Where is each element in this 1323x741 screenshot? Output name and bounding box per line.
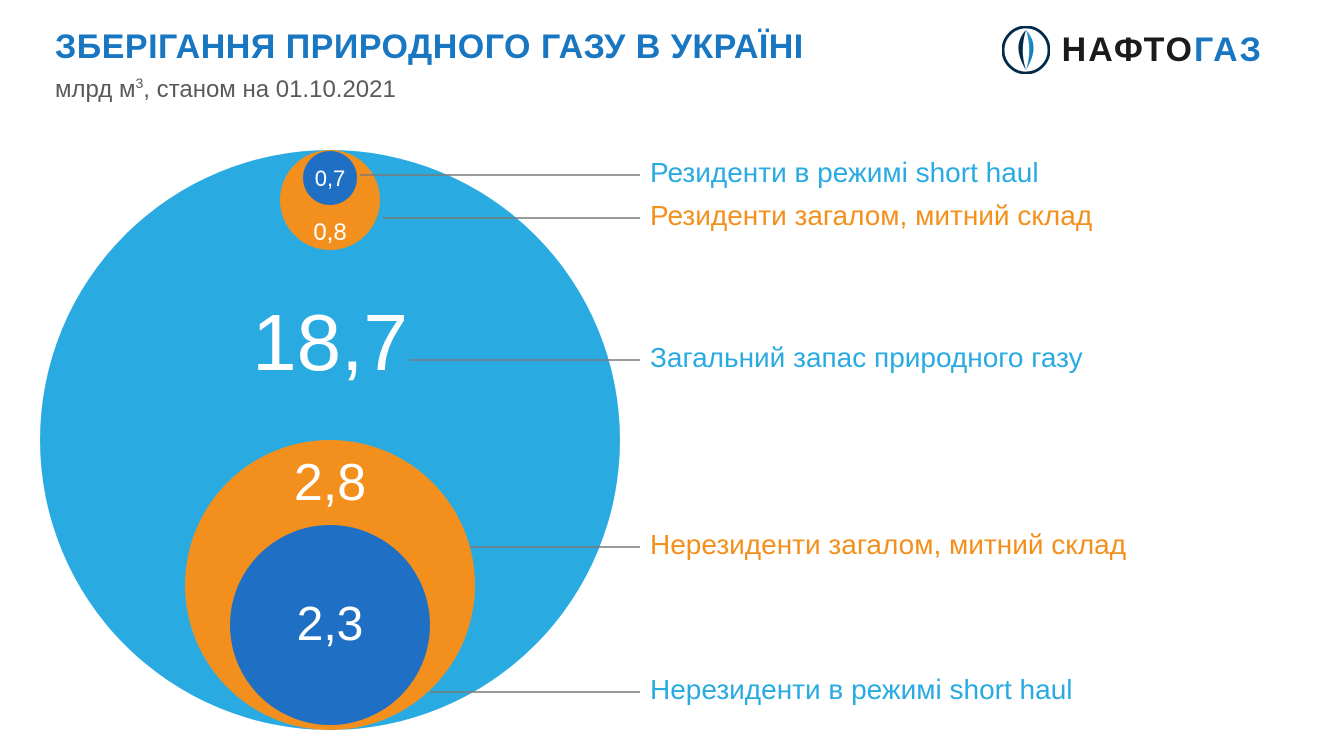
label-bottom_inner: Нерезиденти в режимі short haul [650,674,1073,706]
value-bottom_outer: 2,8 [294,454,366,512]
value-bottom_inner: 2,3 [297,598,364,651]
value-main: 18,7 [252,298,408,387]
infographic-root: ЗБЕРІГАННЯ ПРИРОДНОГО ГАЗУ В УКРАЇНІ млр… [0,0,1323,741]
label-main: Загальний запас природного газу [650,342,1083,374]
label-bottom_outer: Нерезиденти загалом, митний склад [650,529,1126,561]
value-top_outer: 0,8 [313,219,346,246]
label-top_outer: Резиденти загалом, митний склад [650,200,1092,232]
label-top_inner: Резиденти в режимі short haul [650,157,1039,189]
value-top_inner: 0,7 [315,166,346,191]
